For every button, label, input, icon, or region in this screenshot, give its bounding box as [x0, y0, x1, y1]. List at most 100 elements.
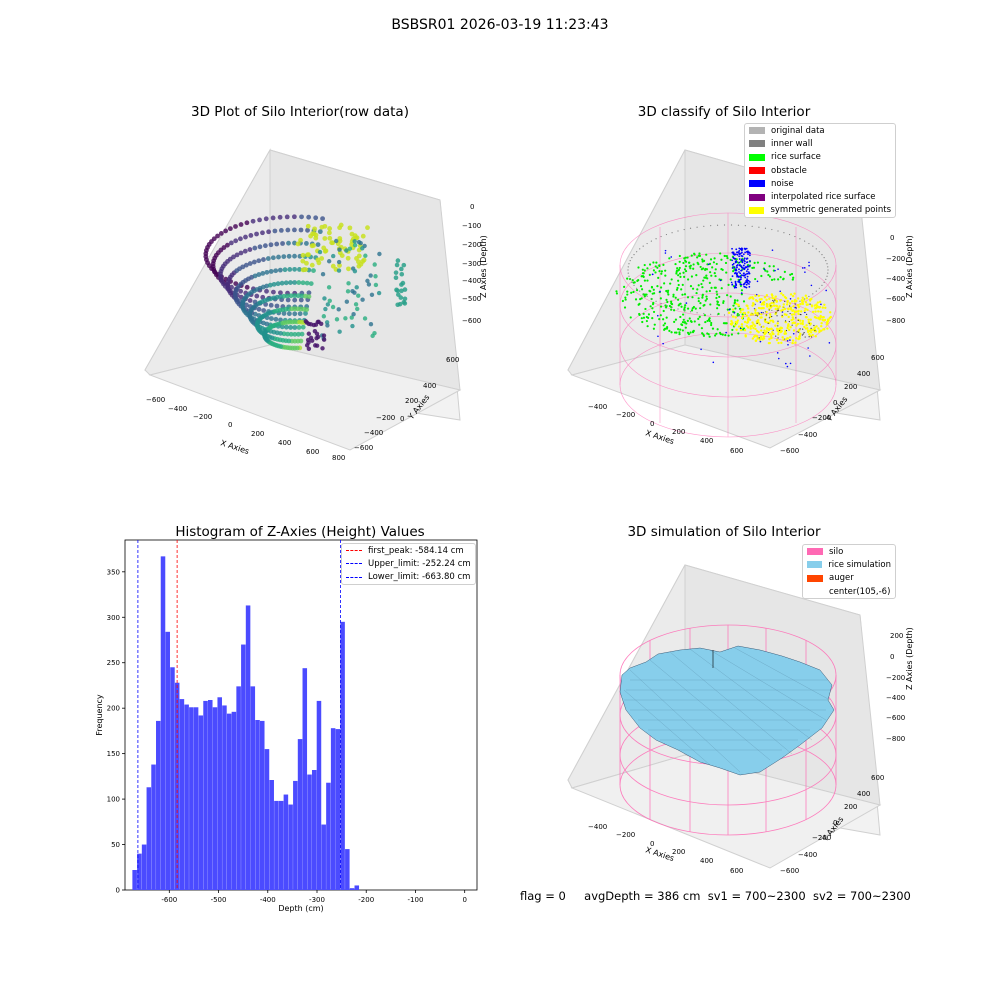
raw-point	[221, 245, 227, 250]
raw-point	[288, 325, 294, 330]
histogram-bar	[217, 697, 222, 890]
rice-surface-point	[715, 293, 719, 296]
noise-point	[748, 272, 751, 275]
p4-ytick: 0	[833, 819, 837, 827]
rice-surface-point	[626, 290, 629, 293]
symmetric-point	[768, 337, 771, 341]
rice-surface-point	[696, 288, 699, 291]
rice-surface-point	[632, 290, 635, 294]
symmetric-point	[771, 319, 774, 322]
rice-surface-point	[767, 273, 770, 277]
raw-point	[238, 236, 243, 242]
rice-surface-point	[682, 271, 685, 274]
symmetric-point	[826, 327, 829, 330]
inner-wall-point	[773, 301, 775, 303]
inner-wall-point	[781, 314, 783, 316]
symmetric-point	[826, 322, 829, 325]
raw-point	[306, 290, 312, 296]
symmetric-point	[799, 302, 802, 306]
inner-wall-point	[818, 287, 820, 289]
rice-surface-point	[714, 274, 717, 278]
symmetric-point	[783, 307, 787, 311]
raw-point	[350, 323, 355, 329]
raw-point	[352, 268, 358, 274]
symmetric-point	[754, 334, 757, 337]
inner-wall-point	[801, 334, 803, 336]
rice-surface-point	[683, 275, 686, 278]
noise-point	[787, 343, 789, 346]
noise-point	[740, 276, 743, 279]
rice-surface-point	[679, 275, 682, 278]
symmetric-point	[794, 341, 797, 344]
symmetric-point	[798, 337, 801, 340]
rice-surface-point	[643, 279, 646, 282]
raw-point	[247, 247, 253, 252]
rice-surface-point	[705, 295, 708, 298]
symmetric-point	[762, 303, 766, 306]
raw-point	[262, 243, 268, 249]
raw-point	[326, 230, 332, 236]
noise-point	[746, 279, 749, 282]
symmetric-point	[793, 292, 796, 295]
p2-ytick: 200	[844, 383, 857, 391]
noise-point	[738, 271, 740, 273]
p2-xlabel: X Axies	[644, 428, 675, 446]
raw-point	[304, 241, 309, 246]
symmetric-point	[754, 327, 757, 331]
rice-surface-point	[715, 332, 718, 335]
raw-point	[363, 253, 368, 258]
symmetric-point	[820, 321, 823, 325]
symmetric-point	[775, 300, 778, 303]
rice-surface-point	[670, 308, 673, 311]
inner-wall-point	[629, 260, 631, 262]
symmetric-point	[765, 294, 769, 297]
symmetric-point	[811, 310, 815, 314]
raw-point	[369, 292, 375, 298]
raw-point	[286, 311, 292, 317]
raw-point	[321, 333, 327, 338]
p2-xtick: 200	[672, 428, 685, 436]
rice-surface-point	[648, 289, 651, 292]
legend-item-silo: silo	[803, 545, 895, 558]
rice-surface-point	[644, 307, 647, 311]
rice-surface-point	[697, 284, 700, 287]
raw-point	[281, 254, 287, 260]
inner-wall-point	[744, 313, 746, 315]
raw-point	[330, 240, 336, 246]
symmetric-point	[828, 311, 832, 314]
symmetric-point	[745, 314, 749, 317]
p4-ztick: −800	[886, 735, 905, 743]
symmetric-point	[758, 306, 761, 310]
inner-wall-point	[646, 295, 648, 298]
raw-point	[288, 331, 294, 337]
noise-point	[733, 253, 736, 256]
p2-xtick: 0	[650, 420, 654, 428]
inner-wall-point	[799, 313, 801, 316]
raw-point	[306, 214, 312, 220]
raw-point	[300, 324, 306, 330]
raw-point	[326, 259, 332, 264]
legend-label: silo	[829, 546, 844, 557]
rice-surface-point	[680, 288, 683, 291]
symmetric-point	[740, 316, 744, 320]
inner-wall-point	[783, 232, 785, 234]
rice-surface-point	[674, 296, 677, 299]
rice-surface-point	[672, 309, 676, 312]
symmetric-point	[770, 301, 773, 305]
rice-surface-point	[680, 305, 683, 308]
noise-point	[744, 276, 747, 279]
raw-point	[260, 270, 266, 276]
raw-point	[231, 254, 236, 260]
symmetric-point	[789, 326, 792, 329]
rice-surface-point	[723, 254, 726, 258]
raw-point	[315, 257, 321, 263]
histogram-bar	[335, 729, 341, 890]
raw-point	[320, 272, 326, 277]
symmetric-point	[806, 303, 810, 306]
noise-point	[740, 248, 743, 251]
symmetric-point	[780, 341, 783, 345]
raw-point	[275, 281, 281, 287]
histogram-xlabel: Depth (cm)	[278, 904, 323, 913]
panel4-legend: silo rice simulation auger center(105,-6…	[802, 544, 896, 600]
rice-surface-point	[667, 293, 670, 296]
